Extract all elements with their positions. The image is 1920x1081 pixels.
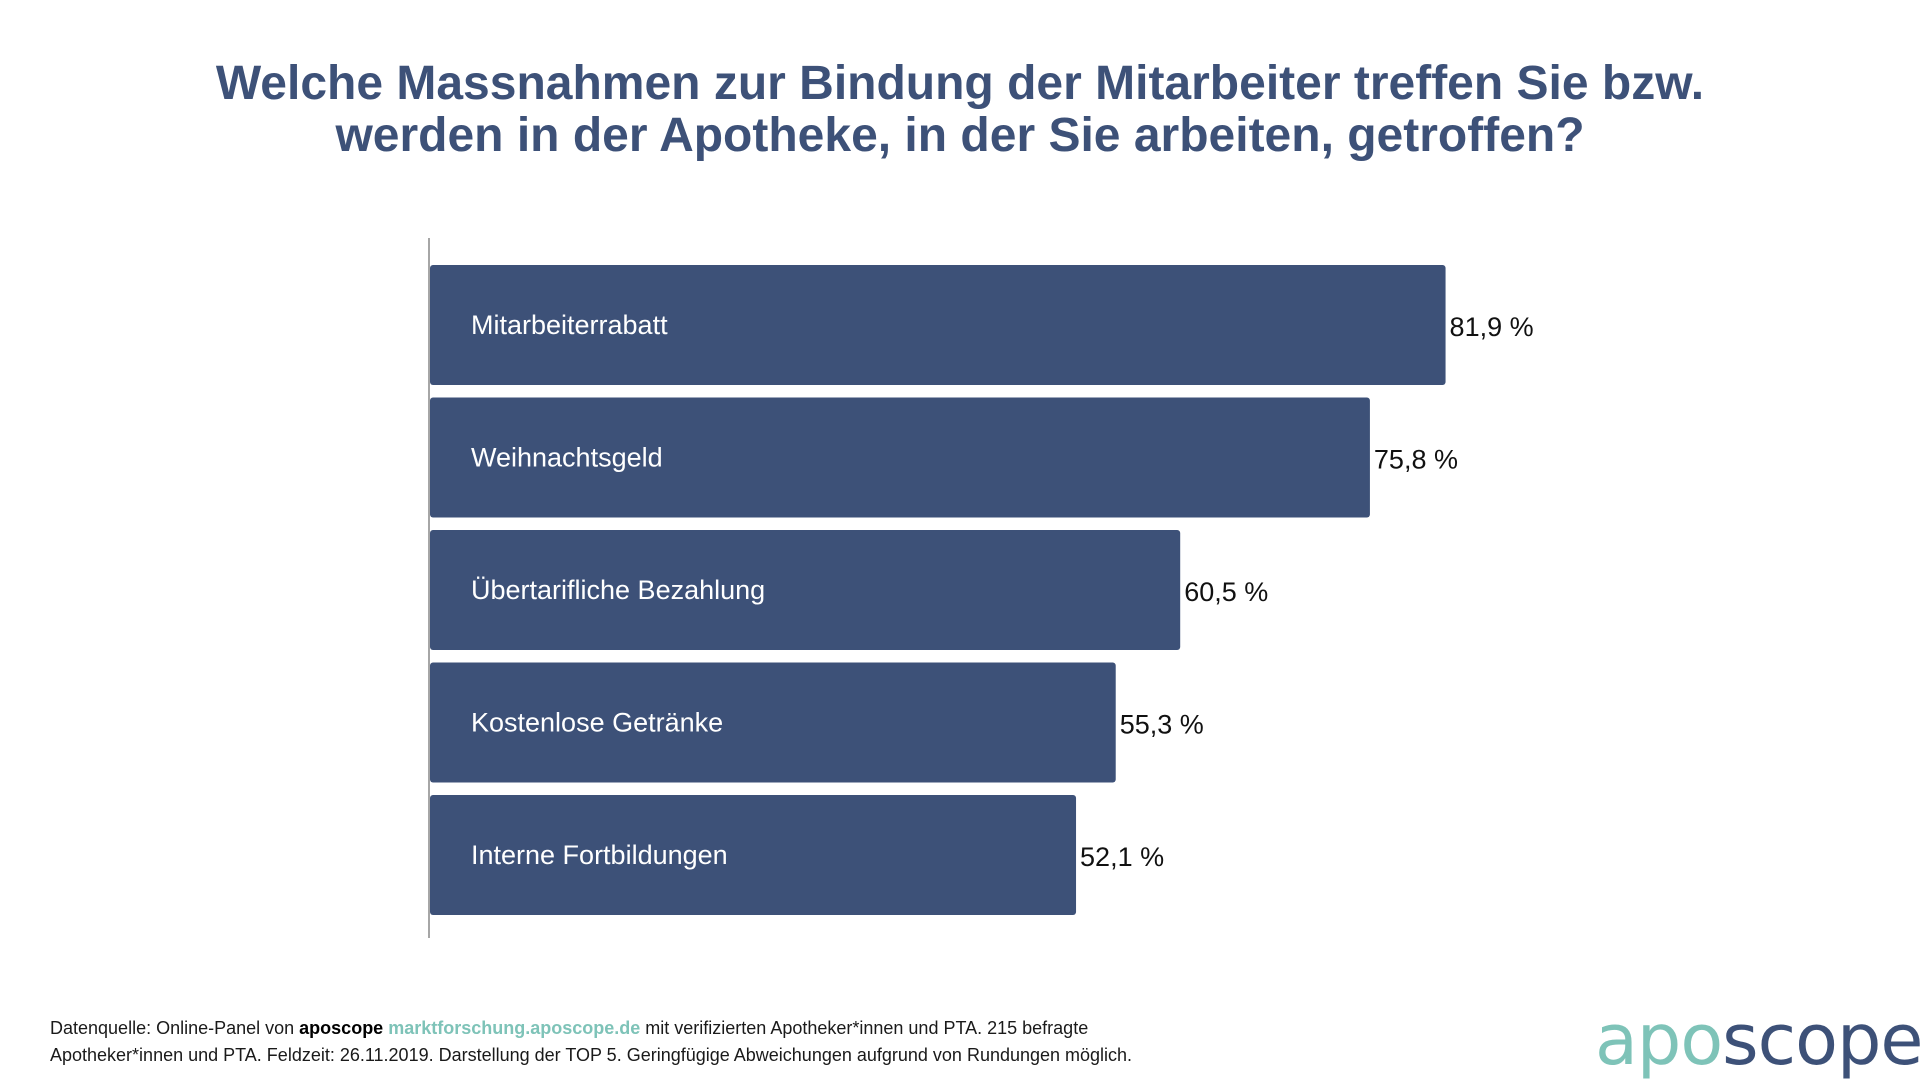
bar-chart: Mitarbeiterrabatt 81,9 % Weihnachtsgeld 75,…	[428, 238, 1534, 938]
bar-3	[430, 530, 1181, 650]
source-line1-rest: mit verifizierten Apotheker*innen und PT…	[640, 1018, 1089, 1038]
bar-value-label-2: 75,8 %	[1374, 445, 1458, 475]
source-prefix: Datenquelle: Online-Panel von	[50, 1018, 300, 1038]
source-note-line-2: Apotheker*innen und PTA. Feldzeit: 26.11…	[50, 1045, 1133, 1065]
logo-part-apo: apo	[1595, 999, 1723, 1081]
logo-part-scope: scope	[1722, 999, 1920, 1081]
bar-category-label-1: Mitarbeiterrabatt	[471, 310, 668, 340]
bar-value-label-5: 52,1 %	[1080, 842, 1164, 872]
bar-5	[430, 795, 1077, 915]
source-url-link[interactable]: marktforschung.aposcope.de	[388, 1018, 641, 1038]
bars-group: Mitarbeiterrabatt 81,9 % Weihnachtsgeld 75,…	[430, 265, 1534, 915]
bar-value-label-1: 81,9 %	[1450, 312, 1534, 342]
aposcope-logo: aposcope	[1595, 1000, 1920, 1080]
chart-title-line-2: werden in der Apotheke, in der Sie arbei…	[335, 109, 1585, 162]
bar-category-label-4: Kostenlose Getränke	[471, 708, 723, 738]
source-brand: aposcope	[299, 1018, 384, 1038]
bar-value-label-4: 55,3 %	[1120, 710, 1204, 740]
source-note-line-1: Datenquelle: Online-Panel von aposcope m…	[50, 1015, 1270, 1042]
chart-title: Welche Massnahmen zur Bindung der Mitarb…	[160, 58, 1760, 162]
bar-4	[430, 662, 1116, 783]
bar-value-label-3: 60,5 %	[1184, 577, 1268, 607]
chart-title-line-1: Welche Massnahmen zur Bindung der Mitarb…	[215, 57, 1705, 110]
bar-1	[430, 265, 1446, 385]
bar-category-label-3: Übertarifliche Bezahlung	[471, 575, 765, 605]
source-note: Datenquelle: Online-Panel von aposcope m…	[50, 1015, 1270, 1069]
bar-2	[430, 397, 1370, 518]
bar-category-label-2: Weihnachtsgeld	[471, 443, 663, 473]
bar-category-label-5: Interne Fortbildungen	[471, 840, 728, 870]
